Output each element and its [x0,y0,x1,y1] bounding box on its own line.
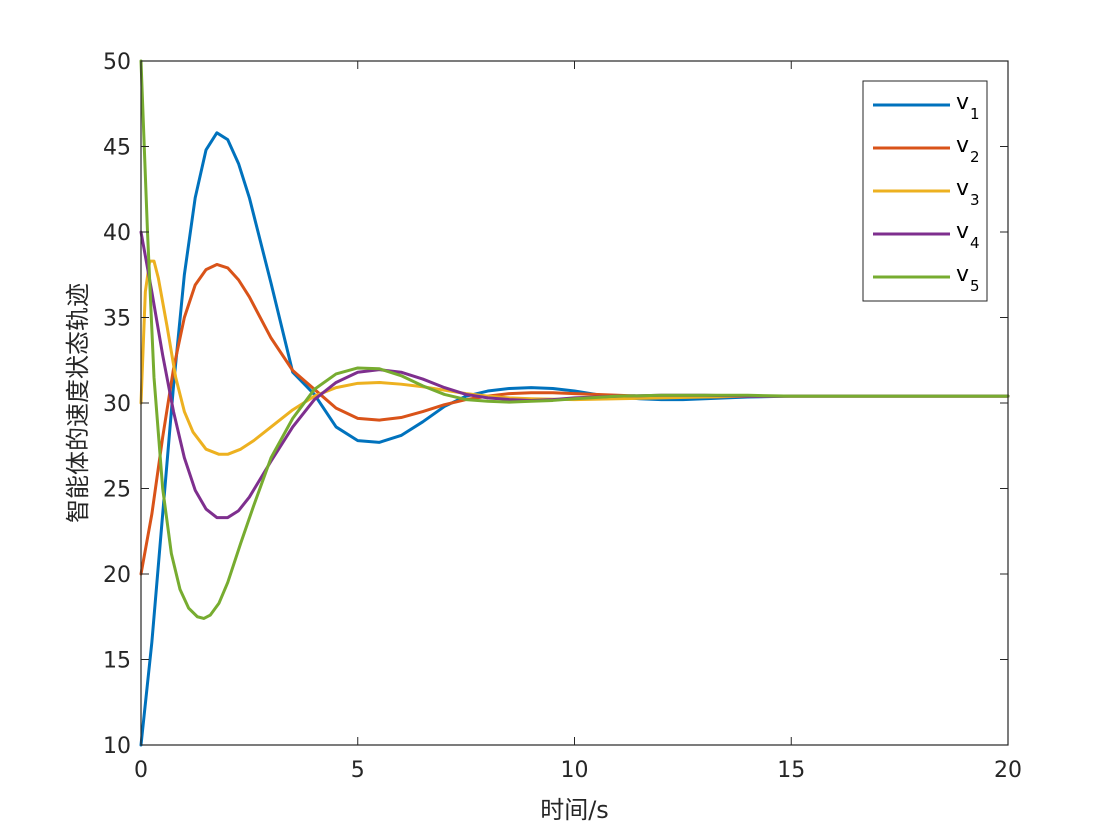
legend: v1 v2 v3 v4 v5 [862,80,988,302]
x-tick-label: 0 [134,758,148,783]
x-tick-label: 10 [561,758,589,783]
x-axis-label: 时间/s [540,796,609,824]
axis-ticks [140,60,1009,746]
y-tick-label: 10 [103,734,131,759]
y-tick-label: 20 [103,563,131,588]
x-tick-label: 15 [777,758,805,783]
x-tick-label: 20 [994,758,1022,783]
y-tick-label: 35 [103,307,131,332]
series-lines [139,59,1010,747]
y-tick-label: 25 [103,478,131,503]
y-tick-label: 50 [103,50,131,75]
series-line-v3 [139,259,1010,456]
y-axis-label: 智能体的速度状态轨迹 [64,283,92,523]
y-tick-label: 30 [103,392,131,417]
x-tick-label: 5 [351,758,365,783]
legend-label-v4: v4 [956,219,980,252]
legend-label-v3: v3 [956,176,980,209]
axis-tick-labels: 0 5 10 15 20 10 15 20 25 30 35 40 45 50 [103,50,1022,783]
legend-label-v1: v1 [956,90,980,123]
series-line-v5 [139,59,1010,620]
y-tick-label: 40 [103,221,131,246]
y-tick-label: 45 [103,136,131,161]
y-tick-label: 15 [103,649,131,674]
legend-label-v5: v5 [956,262,980,295]
legend-label-v2: v2 [956,133,980,166]
